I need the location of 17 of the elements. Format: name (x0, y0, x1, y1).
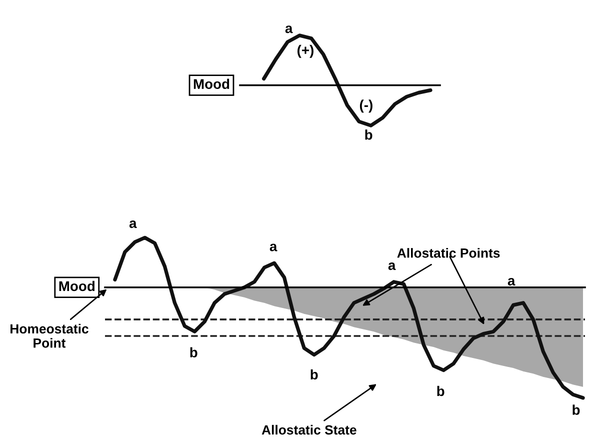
annotation: (+) (297, 44, 314, 58)
annotation: b (190, 347, 198, 358)
text: b (572, 404, 580, 415)
text: a (285, 26, 293, 34)
annotation: b (310, 369, 318, 380)
text: a (129, 220, 137, 228)
text: Allostatic State (262, 424, 356, 435)
annotation: (-) (360, 100, 372, 113)
annotation: a (270, 244, 278, 252)
annotation: a (388, 262, 396, 270)
y-axis-title: Mood (194, 78, 230, 89)
annotation: b (437, 386, 444, 396)
annotation: Allostatic Points (397, 248, 500, 258)
text: b (365, 130, 372, 140)
text: Homeostatic Point (10, 324, 88, 348)
annotation: a (508, 278, 516, 286)
y-axis-title: Mood (59, 280, 94, 292)
